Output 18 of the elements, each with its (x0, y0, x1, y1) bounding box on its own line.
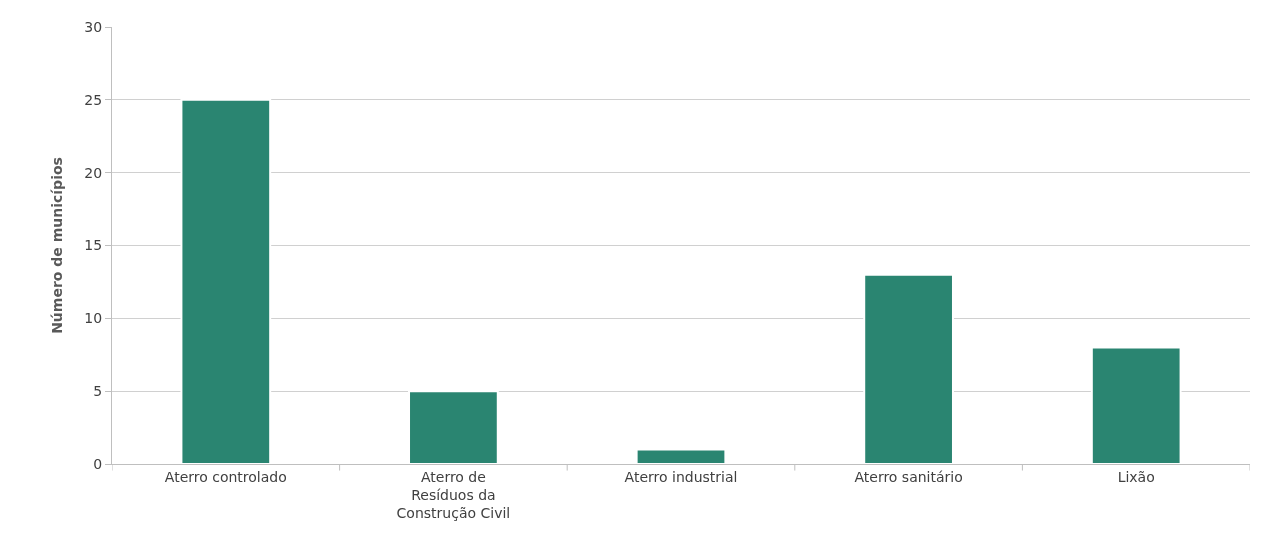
x-tick-label: Aterro sanitário (854, 468, 963, 485)
x-tick-label: Aterro de Resíduos da Construção Civil (396, 468, 511, 522)
y-tick-label: 30 (84, 18, 103, 35)
y-tick-label: 5 (93, 383, 103, 400)
bar (863, 273, 954, 464)
x-tick-label: Aterro industrial (624, 468, 738, 485)
bar (408, 390, 499, 464)
y-axis-title: Número de municípios (48, 157, 65, 334)
bar (180, 98, 272, 464)
bar (635, 448, 727, 464)
y-tick-label: 0 (93, 455, 103, 472)
bar (1090, 346, 1182, 464)
y-tick-label: 15 (84, 237, 103, 254)
y-tick-label: 20 (84, 164, 103, 181)
y-tick-label: 25 (84, 91, 103, 108)
x-tick-label: Lixão (1117, 468, 1155, 485)
y-tick-label: 10 (84, 310, 103, 327)
x-tick-label: Aterro controlado (164, 468, 287, 485)
